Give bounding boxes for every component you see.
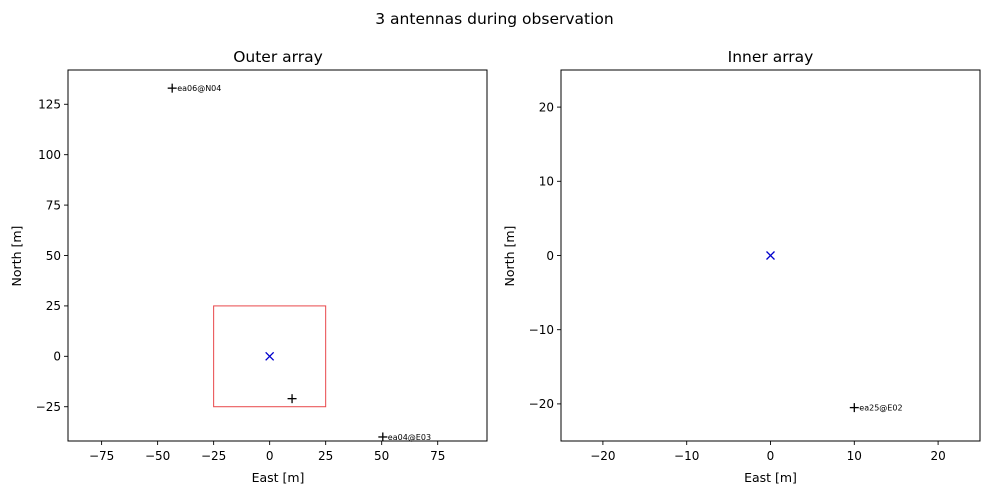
inner-array-xlabel: East [m]	[744, 470, 797, 485]
inner-array-plot-frame	[560, 69, 981, 442]
outer-array-xtick-label: −25	[201, 449, 226, 463]
outer-array-ytick-label: 50	[46, 249, 61, 263]
antenna-marker	[378, 432, 388, 442]
inner-array-xtick-label: 20	[930, 449, 945, 463]
inner-array-ytick-label: 0	[546, 249, 554, 263]
inner-array-xtick-label: −10	[674, 449, 699, 463]
antenna-label: ea25@E02	[859, 404, 902, 413]
antenna-label: ea04@E03	[388, 433, 431, 442]
antenna-label: ea06@N04	[177, 84, 221, 93]
outer-array-ytick-label: 75	[46, 198, 61, 212]
inner-array-xtick-label: −20	[590, 449, 615, 463]
outer-array-ylabel: North [m]	[9, 226, 24, 287]
outer-array-xlabel: East [m]	[252, 470, 305, 485]
inner-array-region-box	[213, 305, 327, 408]
figure-title: 3 antennas during observation	[375, 10, 613, 28]
inner-array-xtick-label: 10	[847, 449, 862, 463]
outer-array-ytick-label: 125	[38, 98, 61, 112]
inner-array-xtick-label: 0	[767, 449, 775, 463]
inner-array-ylabel: North [m]	[502, 226, 517, 287]
inner-array-panel: Inner array East [m] North [m] −20 −10 0 10…	[502, 48, 981, 485]
outer-array-ytick-label: 100	[38, 148, 61, 162]
inner-array-ytick-label: −10	[529, 323, 554, 337]
inner-array-ytick-label: −20	[529, 397, 554, 411]
inner-array-ytick-label: 20	[539, 100, 554, 114]
outer-array-center-marker	[265, 351, 275, 361]
outer-array-ytick-label: 0	[53, 350, 61, 364]
inner-array-center-marker	[766, 251, 775, 260]
outer-array-xtick-label: −50	[145, 449, 170, 463]
outer-array-ytick-label: 25	[46, 299, 61, 313]
outer-array-xtick-label: 0	[266, 449, 274, 463]
outer-array-xtick-label: −75	[89, 449, 114, 463]
outer-array-plot-frame	[67, 69, 488, 442]
outer-array-ytick-label: −25	[36, 400, 61, 414]
antenna-marker	[849, 403, 859, 413]
antenna-marker	[167, 83, 177, 93]
outer-array-panel: Outer array East [m] North [m] −75 −50 −25…	[9, 48, 488, 485]
outer-array-xtick-label: 50	[374, 449, 389, 463]
inner-array-title: Inner array	[728, 48, 814, 66]
outer-array-xtick-label: 75	[430, 449, 445, 463]
outer-array-xtick-label: 25	[318, 449, 333, 463]
outer-array-title: Outer array	[233, 48, 323, 66]
antenna-marker	[287, 394, 297, 404]
inner-array-ytick-label: 10	[539, 175, 554, 189]
